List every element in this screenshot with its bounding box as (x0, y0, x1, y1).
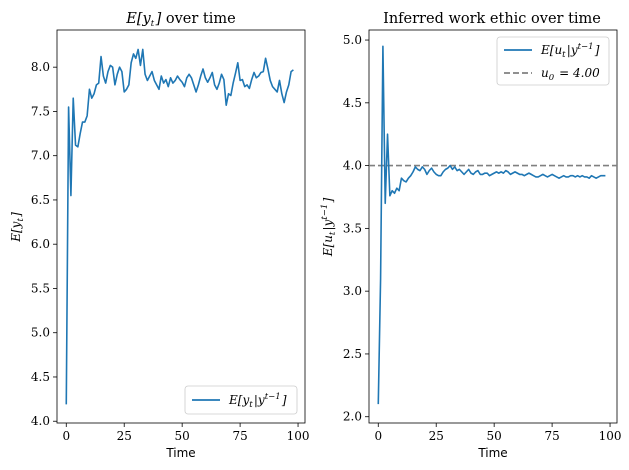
left-chart: E[yt ] over time 0 25 50 75 100 4.0 4.5 5.0 5.5… (9, 11, 309, 460)
x-tick-label: 25 (429, 429, 444, 443)
y-tick-label: 6.5 (31, 193, 50, 207)
y-tick-label: 5.0 (31, 326, 50, 340)
y-tick-label: 7.5 (31, 104, 50, 118)
x-tick-label: 100 (287, 429, 310, 443)
y-tick-label: 3.5 (343, 221, 362, 235)
right-x-ticks: 0 25 50 75 100 (374, 423, 621, 443)
right-series-line (377, 45, 606, 405)
left-legend: E[yt |yt−1 ] (184, 385, 298, 415)
left-plot-frame (56, 29, 306, 424)
y-tick-label: 4.5 (343, 96, 362, 110)
y-tick-label: 7.0 (31, 149, 50, 163)
x-tick-label: 75 (544, 429, 559, 443)
y-tick-label: 5.0 (343, 33, 362, 47)
x-tick-label: 50 (487, 429, 502, 443)
left-y-axis-label: E[yt ] (9, 212, 26, 243)
y-tick-label: 8.0 (31, 60, 50, 74)
right-legend: E[ut |yt−1 ] u0 = 4.00 (496, 36, 610, 86)
x-tick-label: 25 (117, 429, 132, 443)
left-y-ticks: 4.0 4.5 5.0 5.5 6.0 6.5 7.0 7.5 8.0 (31, 60, 57, 428)
right-legend-label-2: u0 = 4.00 (541, 66, 600, 83)
left-chart-title: E[yt ] over time (125, 11, 235, 29)
right-chart: Inferred work ethic over time 0 25 50 75 100… (320, 11, 621, 460)
y-tick-label: 2.0 (343, 410, 362, 424)
x-tick-label: 0 (374, 429, 382, 443)
right-plot-frame (368, 29, 618, 424)
y-tick-label: 4.5 (31, 370, 50, 384)
right-x-axis-label: Time (477, 446, 507, 460)
x-tick-label: 100 (599, 429, 622, 443)
right-y-ticks: 2.0 2.5 3.0 3.5 4.0 4.5 5.0 (343, 33, 369, 424)
right-y-axis-label: E[ut |yt−1 ] (320, 197, 338, 257)
left-x-axis-label: Time (165, 446, 195, 460)
y-tick-label: 4.0 (31, 414, 50, 428)
x-tick-label: 75 (232, 429, 247, 443)
x-tick-label: 50 (175, 429, 190, 443)
left-legend-box (184, 385, 298, 415)
left-series-line (65, 48, 294, 405)
y-tick-label: 3.0 (343, 284, 362, 298)
y-tick-label: 5.5 (31, 281, 50, 295)
right-chart-title: Inferred work ethic over time (383, 11, 601, 27)
x-tick-label: 0 (62, 429, 70, 443)
left-x-ticks: 0 25 50 75 100 (62, 423, 309, 443)
y-tick-label: 6.0 (31, 237, 50, 251)
left-legend-label: E[yt |yt−1 ] (228, 392, 287, 410)
y-tick-label: 4.0 (343, 159, 362, 173)
right-legend-label-1: E[ut |yt−1 ] (540, 42, 600, 60)
y-tick-label: 2.5 (343, 347, 362, 361)
